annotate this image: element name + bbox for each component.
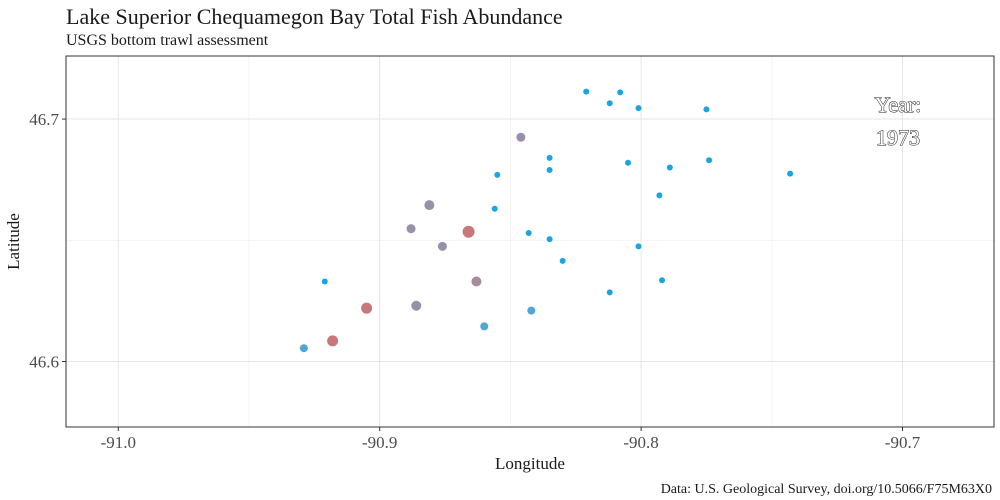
data-points (299, 88, 794, 353)
data-point (583, 88, 590, 95)
year-value: 1973 (876, 125, 920, 150)
data-point (462, 225, 475, 238)
data-point (321, 278, 328, 285)
y-tick-label: 46.7 (29, 110, 59, 129)
data-point (606, 100, 613, 107)
x-axis-title: Longitude (495, 454, 565, 473)
plot-panel (65, 55, 995, 428)
data-point (546, 166, 553, 173)
y-axis: 46.6 46.7 (29, 110, 66, 372)
data-point (656, 192, 663, 199)
data-point (559, 257, 566, 264)
data-point (471, 276, 482, 287)
data-point (635, 243, 642, 250)
data-point (659, 277, 666, 284)
data-point (361, 302, 373, 314)
data-point (625, 159, 632, 166)
data-point (406, 224, 416, 234)
year-label: Year: (875, 92, 922, 117)
data-point (546, 236, 553, 243)
data-point (606, 289, 613, 296)
data-point (527, 306, 536, 315)
y-axis-title: Latitude (4, 213, 23, 270)
data-point (546, 154, 553, 161)
data-point (787, 170, 794, 177)
data-point (411, 300, 422, 311)
x-tick-label: -90.9 (362, 433, 397, 452)
data-point (480, 322, 489, 331)
data-point (703, 106, 710, 113)
data-point (635, 105, 642, 112)
data-point (299, 344, 308, 353)
data-point (327, 335, 339, 347)
data-point (516, 132, 526, 142)
data-point (525, 230, 532, 237)
data-point (424, 200, 435, 211)
data-source-caption: Data: U.S. Geological Survey, doi.org/10… (660, 482, 992, 497)
data-point (494, 171, 501, 178)
chart-subtitle: USGS bottom trawl assessment (66, 32, 269, 49)
chart-title: Lake Superior Chequamegon Bay Total Fish… (66, 4, 563, 29)
data-point (617, 89, 624, 96)
data-point (491, 205, 498, 212)
data-point (666, 164, 673, 171)
x-tick-label: -90.7 (885, 433, 921, 452)
x-tick-label: -90.8 (623, 433, 658, 452)
y-tick-label: 46.6 (29, 353, 59, 372)
data-point (437, 241, 447, 251)
grid-lines (66, 56, 994, 427)
x-axis: -91.0 -90.9 -90.8 -90.7 (101, 427, 921, 452)
x-tick-label: -91.0 (101, 433, 136, 452)
data-point (706, 157, 713, 164)
